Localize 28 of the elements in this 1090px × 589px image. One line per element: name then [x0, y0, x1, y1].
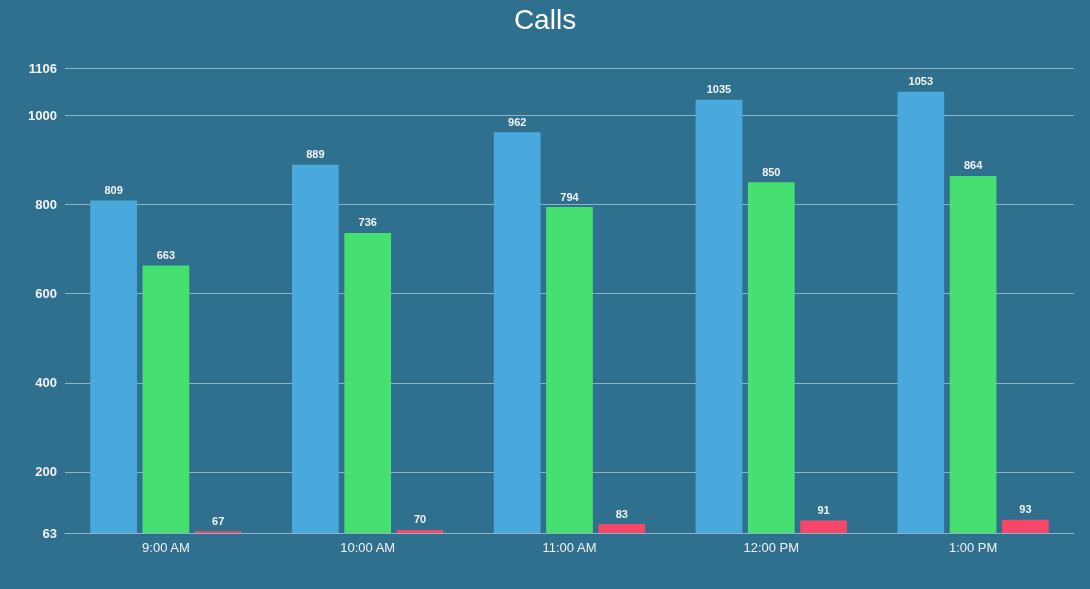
- x-tick-label: 9:00 AM: [142, 540, 190, 555]
- y-tick-label: 600: [35, 286, 57, 302]
- data-label: 1053: [908, 75, 934, 88]
- data-label: 889: [306, 148, 325, 161]
- y-tick-label: 1106: [28, 60, 57, 76]
- data-label: 93: [1019, 503, 1032, 516]
- y-tick-label: 1000: [28, 107, 57, 123]
- data-label: 91: [817, 504, 830, 517]
- x-tick-label: 11:00 AM: [542, 540, 597, 555]
- y-tick-label: 800: [35, 196, 57, 212]
- data-label: 663: [156, 249, 176, 261]
- data-label: 850: [762, 165, 781, 178]
- data-label: 83: [615, 507, 628, 520]
- y-tick-label: 400: [35, 375, 57, 391]
- data-label: 864: [963, 159, 984, 172]
- chart-title: Calls: [513, 3, 577, 35]
- data-label: 70: [413, 513, 427, 526]
- data-label: 809: [104, 183, 123, 196]
- data-label: 962: [508, 115, 527, 128]
- x-tick-label: 1:00 PM: [948, 540, 998, 555]
- data-label: 67: [212, 514, 225, 527]
- data-label: 794: [560, 190, 580, 203]
- x-tick-label: 10:00 AM: [340, 540, 396, 555]
- y-tick-label: 63: [42, 525, 57, 541]
- data-label: 1035: [706, 83, 732, 96]
- data-label: 736: [358, 216, 377, 229]
- x-tick-label: 12:00 PM: [743, 540, 800, 555]
- y-tick-label: 200: [35, 464, 57, 480]
